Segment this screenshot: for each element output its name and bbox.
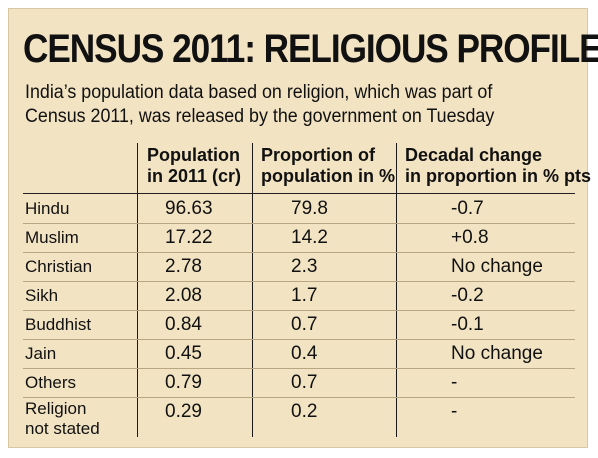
column-header-line: Decadal change: [405, 145, 543, 165]
table-row: Buddhist 0.84 0.7 -0.1: [9, 310, 589, 339]
proportion-value: 0.2: [291, 401, 318, 422]
change-value: +0.8: [451, 227, 489, 248]
column-header-change: Decadal change in proportion in % pts: [405, 145, 591, 187]
column-divider: [137, 143, 138, 437]
population-value: 17.22: [165, 227, 213, 248]
row-divider: [23, 339, 575, 340]
column-header-proportion: Proportion of population in %: [261, 145, 395, 187]
row-divider: [23, 281, 575, 282]
proportion-value: 14.2: [291, 227, 328, 248]
religion-name-line: not stated: [25, 419, 100, 438]
population-value: 0.84: [165, 314, 202, 335]
change-value: -0.1: [451, 314, 484, 335]
table-row: Jain 0.45 0.4 No change: [9, 339, 589, 368]
population-value: 2.08: [165, 285, 202, 306]
religion-name: Others: [25, 373, 77, 392]
proportion-value: 0.4: [291, 343, 318, 364]
proportion-value: 0.7: [291, 314, 318, 335]
page-title: CENSUS 2011: RELIGIOUS PROFILE: [23, 27, 598, 71]
column-header-line: population in %: [261, 166, 395, 186]
proportion-value: 79.8: [291, 198, 328, 219]
change-value: No change: [451, 256, 543, 277]
column-divider: [396, 143, 397, 437]
change-value: -: [451, 401, 458, 422]
religion-name: Sikh: [25, 286, 59, 305]
row-divider: [23, 252, 575, 253]
column-header-line: in 2011 (cr): [147, 166, 242, 186]
religion-name-line: Religion: [25, 399, 87, 418]
population-value: 2.78: [165, 256, 202, 277]
religion-name: Buddhist: [25, 315, 92, 334]
proportion-value: 2.3: [291, 256, 318, 277]
population-value: 0.29: [165, 401, 202, 422]
religion-name: Hindu: [25, 199, 70, 218]
religion-name: Religion not stated: [25, 399, 100, 439]
row-divider: [23, 368, 575, 369]
change-value: No change: [451, 343, 543, 364]
column-header-line: in proportion in % pts: [405, 166, 591, 186]
header-divider: [23, 193, 575, 194]
change-value: -0.2: [451, 285, 484, 306]
row-divider: [23, 223, 575, 224]
column-header-line: Proportion of: [261, 145, 375, 165]
census-infographic: CENSUS 2011: RELIGIOUS PROFILE India’s p…: [8, 8, 598, 448]
proportion-value: 1.7: [291, 285, 318, 306]
column-divider: [252, 143, 253, 437]
population-value: 0.45: [165, 343, 202, 364]
change-value: -: [451, 372, 458, 393]
table-row: Sikh 2.08 1.7 -0.2: [9, 281, 589, 310]
population-value: 0.79: [165, 372, 202, 393]
column-header-line: Population: [147, 145, 240, 165]
row-divider: [23, 397, 575, 398]
table-row: Hindu 96.63 79.8 -0.7: [9, 194, 589, 223]
column-header-population: Population in 2011 (cr): [147, 145, 241, 187]
table-row: Muslim 17.22 14.2 +0.8: [9, 223, 589, 252]
change-value: -0.7: [451, 198, 484, 219]
proportion-value: 0.7: [291, 372, 318, 393]
religion-name: Jain: [25, 344, 57, 363]
row-divider: [23, 310, 575, 311]
table-row: Others 0.79 0.7 -: [9, 368, 589, 397]
population-value: 96.63: [165, 198, 213, 219]
table-row: Christian 2.78 2.3 No change: [9, 252, 589, 281]
religion-name: Christian: [25, 257, 93, 276]
religion-name: Muslim: [25, 228, 79, 247]
subtitle: India’s population data based on religio…: [25, 82, 495, 127]
table-row: Religion not stated 0.29 0.2 -: [9, 397, 589, 443]
